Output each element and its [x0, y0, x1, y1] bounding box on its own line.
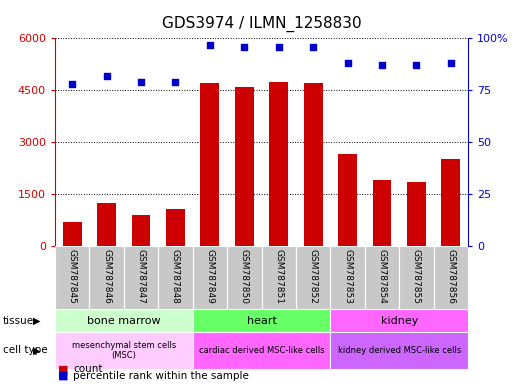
- Bar: [227, 246, 262, 309]
- Point: [309, 44, 317, 50]
- Bar: [296, 246, 331, 309]
- Bar: [131, 215, 151, 246]
- Text: cell type: cell type: [3, 345, 47, 356]
- Text: cardiac derived MSC-like cells: cardiac derived MSC-like cells: [199, 346, 324, 355]
- Text: GSM787854: GSM787854: [378, 249, 386, 304]
- Bar: [124, 246, 158, 309]
- Bar: [331, 332, 468, 369]
- Point: [275, 44, 283, 50]
- Bar: [372, 180, 392, 246]
- Bar: [331, 309, 468, 332]
- Text: GSM787852: GSM787852: [309, 249, 317, 304]
- Text: bone marrow: bone marrow: [87, 316, 161, 326]
- Text: GSM787850: GSM787850: [240, 249, 249, 304]
- Bar: [166, 210, 185, 246]
- Text: kidney: kidney: [381, 316, 418, 326]
- Text: GSM787849: GSM787849: [206, 249, 214, 304]
- Text: GSM787855: GSM787855: [412, 249, 421, 304]
- Text: GSM787847: GSM787847: [137, 249, 145, 304]
- Point: [412, 62, 420, 68]
- Point: [344, 60, 352, 66]
- Text: GSM787845: GSM787845: [67, 249, 77, 304]
- Text: tissue: tissue: [3, 316, 34, 326]
- Point: [447, 60, 455, 66]
- Text: GSM787848: GSM787848: [171, 249, 180, 304]
- Text: ■: ■: [58, 371, 68, 381]
- Point: [137, 79, 145, 85]
- Point: [103, 73, 111, 79]
- Bar: [269, 82, 288, 246]
- Text: GDS3974 / ILMN_1258830: GDS3974 / ILMN_1258830: [162, 15, 361, 31]
- Bar: [200, 83, 219, 246]
- Point: [378, 62, 386, 68]
- Text: count: count: [73, 364, 103, 374]
- Bar: [55, 332, 192, 369]
- Bar: [262, 246, 296, 309]
- Bar: [338, 154, 357, 246]
- Text: ■: ■: [58, 364, 68, 374]
- Text: GSM787851: GSM787851: [274, 249, 283, 304]
- Bar: [192, 246, 227, 309]
- Text: mesenchymal stem cells
(MSC): mesenchymal stem cells (MSC): [72, 341, 176, 360]
- Bar: [192, 332, 331, 369]
- Bar: [331, 246, 365, 309]
- Text: heart: heart: [246, 316, 277, 326]
- Bar: [434, 246, 468, 309]
- Text: kidney derived MSC-like cells: kidney derived MSC-like cells: [338, 346, 461, 355]
- Text: percentile rank within the sample: percentile rank within the sample: [73, 371, 249, 381]
- Bar: [97, 203, 116, 246]
- Bar: [235, 87, 254, 246]
- Bar: [55, 309, 192, 332]
- Bar: [158, 246, 192, 309]
- Bar: [399, 246, 434, 309]
- Bar: [407, 182, 426, 246]
- Point: [240, 44, 248, 50]
- Bar: [192, 309, 331, 332]
- Point: [171, 79, 179, 85]
- Text: GSM787853: GSM787853: [343, 249, 352, 304]
- Text: GSM787846: GSM787846: [102, 249, 111, 304]
- Bar: [304, 83, 323, 246]
- Point: [68, 81, 76, 87]
- Text: ▶: ▶: [33, 316, 40, 326]
- Bar: [63, 222, 82, 246]
- Bar: [89, 246, 124, 309]
- Bar: [441, 159, 460, 246]
- Bar: [55, 246, 89, 309]
- Bar: [365, 246, 399, 309]
- Text: ▶: ▶: [33, 345, 40, 356]
- Point: [206, 41, 214, 48]
- Text: GSM787856: GSM787856: [446, 249, 456, 304]
